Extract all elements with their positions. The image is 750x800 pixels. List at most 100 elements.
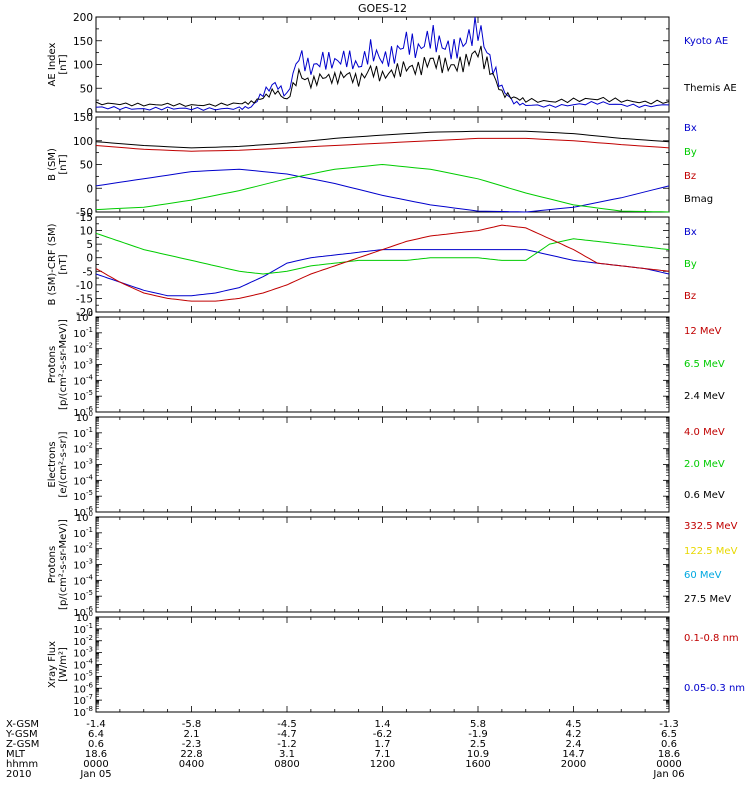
- ephemeris-value: 0400: [179, 759, 204, 770]
- y-tick-label: -15: [76, 293, 93, 305]
- ephemeris-value: 7.1: [375, 749, 391, 760]
- y-axis-label: B (SM): [47, 148, 58, 181]
- legend-entry: 12 MeV: [684, 326, 722, 337]
- y-tick-label: 10-2: [73, 342, 93, 356]
- y-tick-label: 150: [73, 36, 93, 48]
- series-line-b-bmag: [95, 130, 670, 149]
- ephemeris-row-label: Y-GSM: [5, 729, 38, 740]
- ephemeris-value: 6.5: [661, 729, 677, 740]
- y-axis-label: [nT]: [58, 254, 69, 274]
- ephemeris-value: 14.7: [562, 749, 584, 760]
- ephemeris-value: 1.7: [375, 739, 391, 750]
- panel-frame: [95, 416, 670, 513]
- y-tick-label: 50: [80, 160, 93, 172]
- y-axis-label: [W/m²]: [58, 647, 69, 682]
- y-axis-label: Protons: [47, 346, 58, 383]
- ephemeris-value: 4.5: [566, 719, 582, 730]
- y-axis-label: [nT]: [58, 54, 69, 74]
- series-line-ae-themis-ae: [95, 45, 670, 107]
- panel-bdiff: [95, 216, 670, 313]
- y-tick-label: 100: [73, 136, 93, 148]
- series-line-bdiff-bx: [95, 249, 670, 297]
- ephemeris-value: -1.4: [86, 719, 106, 730]
- panel-frame: [95, 16, 670, 113]
- legend-entry: By: [684, 259, 697, 270]
- y-tick-label: 0: [86, 183, 93, 195]
- series-line-ae-kyoto-ae: [95, 16, 670, 111]
- legend-entry: Bx: [684, 227, 697, 238]
- legend-entry: 2.4 MeV: [684, 391, 725, 402]
- y-tick-label: -20: [76, 307, 93, 319]
- y-tick-label: 100: [73, 60, 93, 72]
- y-tick-label: 50: [80, 83, 93, 95]
- panel-frame: [95, 616, 670, 713]
- ephemeris-value: -1.9: [468, 729, 488, 740]
- legend-entry: 60 MeV: [684, 570, 722, 581]
- ephemeris-value: -6.2: [373, 729, 393, 740]
- legend-entry: Kyoto AE: [684, 36, 728, 47]
- ephemeris-value: -4.7: [277, 729, 297, 740]
- y-tick-label: 10-1: [73, 526, 93, 540]
- ephemeris-row-label: Z-GSM: [6, 739, 39, 750]
- y-tick-label: 150: [73, 112, 93, 124]
- y-axis-label: Xray Flux: [47, 641, 58, 688]
- legend-entry: By: [684, 147, 697, 158]
- ephemeris-value: 2.5: [470, 739, 486, 750]
- ephemeris-row-label: hhmm: [6, 759, 38, 770]
- ephemeris-value: 4.2: [566, 729, 582, 740]
- ephemeris-value: 10.9: [467, 749, 489, 760]
- legend-entry: Themis AE: [683, 83, 737, 94]
- legend-entry: 122.5 MeV: [684, 546, 738, 557]
- series-line-bdiff-bz: [95, 224, 670, 302]
- y-tick-label: 100: [76, 310, 93, 324]
- ephemeris-value: -5.8: [182, 719, 202, 730]
- ephemeris-row-label: X-GSM: [6, 719, 39, 730]
- ephemeris-value: 0.6: [88, 739, 104, 750]
- ephemeris-value: 2000: [561, 759, 586, 770]
- legend-entry: 4.0 MeV: [684, 427, 725, 438]
- legend-entry: 0.05-0.3 nm: [684, 683, 745, 694]
- ephemeris-value: 0000: [656, 759, 681, 770]
- ephemeris-value: -4.5: [277, 719, 297, 730]
- y-tick-label: -50: [76, 207, 93, 219]
- ephemeris-value: 22.8: [180, 749, 202, 760]
- series-line-b-bx: [95, 168, 670, 213]
- y-tick-label: 10-3: [73, 558, 93, 572]
- ephemeris-value: 3.1: [279, 749, 295, 760]
- ephemeris-value: 1.4: [375, 719, 391, 730]
- legend-entry: 27.5 MeV: [684, 594, 731, 605]
- y-tick-label: 10-4: [73, 373, 93, 387]
- panel-frame: [95, 516, 670, 613]
- ephemeris-row-label: MLT: [6, 749, 26, 760]
- panel-ae: [95, 16, 670, 113]
- legend-entry: Bz: [684, 291, 696, 302]
- y-axis-label: B (SM)-CRF (SM): [47, 223, 58, 305]
- y-axis-label: [nT]: [58, 154, 69, 174]
- legend-entry: 0.6 MeV: [684, 490, 725, 501]
- y-tick-label: -5: [83, 266, 93, 278]
- panel-frame: [95, 216, 670, 313]
- ephemeris-value: Jan 05: [79, 769, 111, 780]
- ephemeris-value: 5.8: [470, 719, 486, 730]
- y-tick-label: 5: [86, 239, 93, 251]
- legend-entry: 332.5 MeV: [684, 521, 738, 532]
- y-axis-label: [p/(cm²-s-sr-MeV)]: [58, 519, 69, 610]
- y-tick-label: 100: [76, 410, 93, 424]
- y-tick-label: 10-5: [73, 589, 93, 603]
- y-tick-label: -10: [76, 280, 93, 292]
- y-tick-label: 0: [86, 107, 93, 119]
- ephemeris-value: 1200: [370, 759, 395, 770]
- y-axis-label: [p/(cm²-s-sr-MeV)]: [58, 319, 69, 410]
- legend-entry: 6.5 MeV: [684, 359, 725, 370]
- ephemeris-value: 2.4: [566, 739, 582, 750]
- panel-frame: [95, 316, 670, 413]
- ephemeris-value: 6.4: [88, 729, 104, 740]
- ephemeris-value: -2.3: [182, 739, 202, 750]
- chart-title: GOES-12: [358, 2, 407, 15]
- y-tick-label: 10: [80, 226, 93, 238]
- series-line-bdiff-by: [95, 232, 670, 275]
- y-tick-label: 10-3: [73, 458, 93, 472]
- ephemeris-value: 0800: [274, 759, 299, 770]
